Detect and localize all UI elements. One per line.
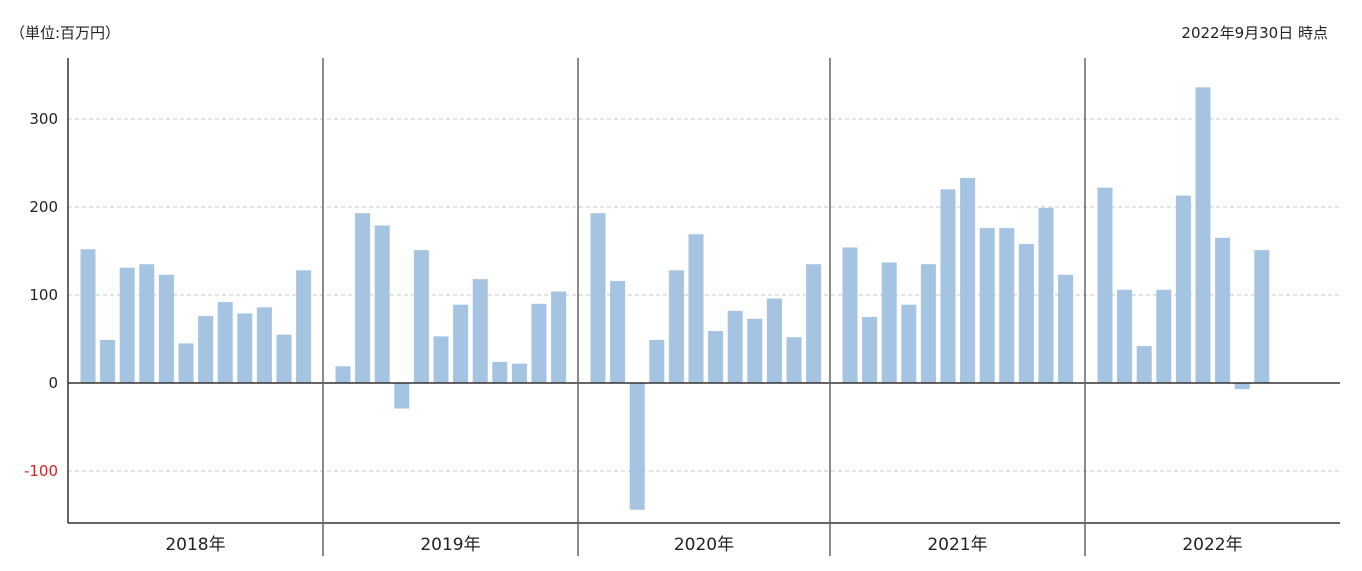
bar	[1136, 346, 1152, 383]
bar	[119, 267, 135, 383]
as-of-date: 2022年9月30日 時点	[1181, 24, 1328, 42]
bar	[296, 270, 312, 383]
bar	[901, 304, 917, 383]
bar	[158, 274, 174, 383]
bar	[237, 313, 253, 383]
y-tick-label: 0	[48, 374, 58, 392]
bar	[492, 361, 508, 383]
bar	[1156, 289, 1172, 383]
bar	[806, 264, 822, 383]
bar	[940, 189, 956, 383]
bar	[979, 228, 995, 383]
bar	[747, 318, 763, 383]
bar	[708, 331, 724, 383]
bar	[355, 213, 371, 383]
bar	[394, 383, 410, 409]
bar	[374, 225, 390, 383]
bar	[862, 317, 878, 383]
bar	[688, 234, 704, 383]
bar	[1175, 195, 1191, 383]
bar	[960, 177, 976, 383]
y-tick-label: -100	[24, 462, 58, 480]
x-category-label: 2019年	[420, 535, 480, 555]
bar	[511, 363, 527, 383]
bar	[217, 302, 233, 383]
x-category-label: 2020年	[674, 535, 734, 555]
bar	[100, 339, 116, 383]
bar	[1215, 237, 1231, 383]
bar	[335, 366, 351, 383]
bar	[727, 310, 743, 383]
bar	[668, 270, 684, 383]
bar	[453, 304, 469, 383]
bar	[531, 303, 547, 383]
bar	[1038, 207, 1054, 383]
bar	[433, 336, 449, 383]
bar	[1058, 274, 1074, 383]
bar	[276, 334, 292, 383]
bar	[999, 228, 1015, 383]
bar	[80, 249, 96, 383]
bar	[1195, 87, 1211, 383]
bar	[842, 247, 858, 383]
bar	[590, 213, 606, 383]
bar	[920, 264, 936, 383]
bar	[786, 337, 802, 383]
bar	[766, 298, 782, 383]
bar	[629, 383, 645, 510]
bar	[1097, 187, 1113, 383]
y-tick-label: 300	[29, 110, 58, 128]
bar	[139, 264, 155, 383]
x-category-label: 2021年	[927, 535, 987, 555]
bar	[1117, 289, 1133, 383]
unit-label: （単位:百万円）	[10, 24, 121, 42]
bar	[1234, 383, 1250, 390]
bar	[413, 250, 429, 383]
bar	[649, 339, 665, 383]
bar	[881, 262, 897, 383]
bar	[1254, 250, 1270, 383]
y-tick-label: 100	[29, 286, 58, 304]
bar	[610, 280, 626, 383]
bar	[198, 316, 214, 383]
bar	[551, 291, 567, 383]
bar	[178, 343, 194, 383]
y-tick-label: 200	[29, 198, 58, 216]
x-category-label: 2018年	[165, 535, 225, 555]
x-category-label: 2022年	[1182, 535, 1242, 555]
bar	[256, 307, 272, 383]
bar	[472, 279, 488, 383]
bar	[1018, 243, 1034, 383]
